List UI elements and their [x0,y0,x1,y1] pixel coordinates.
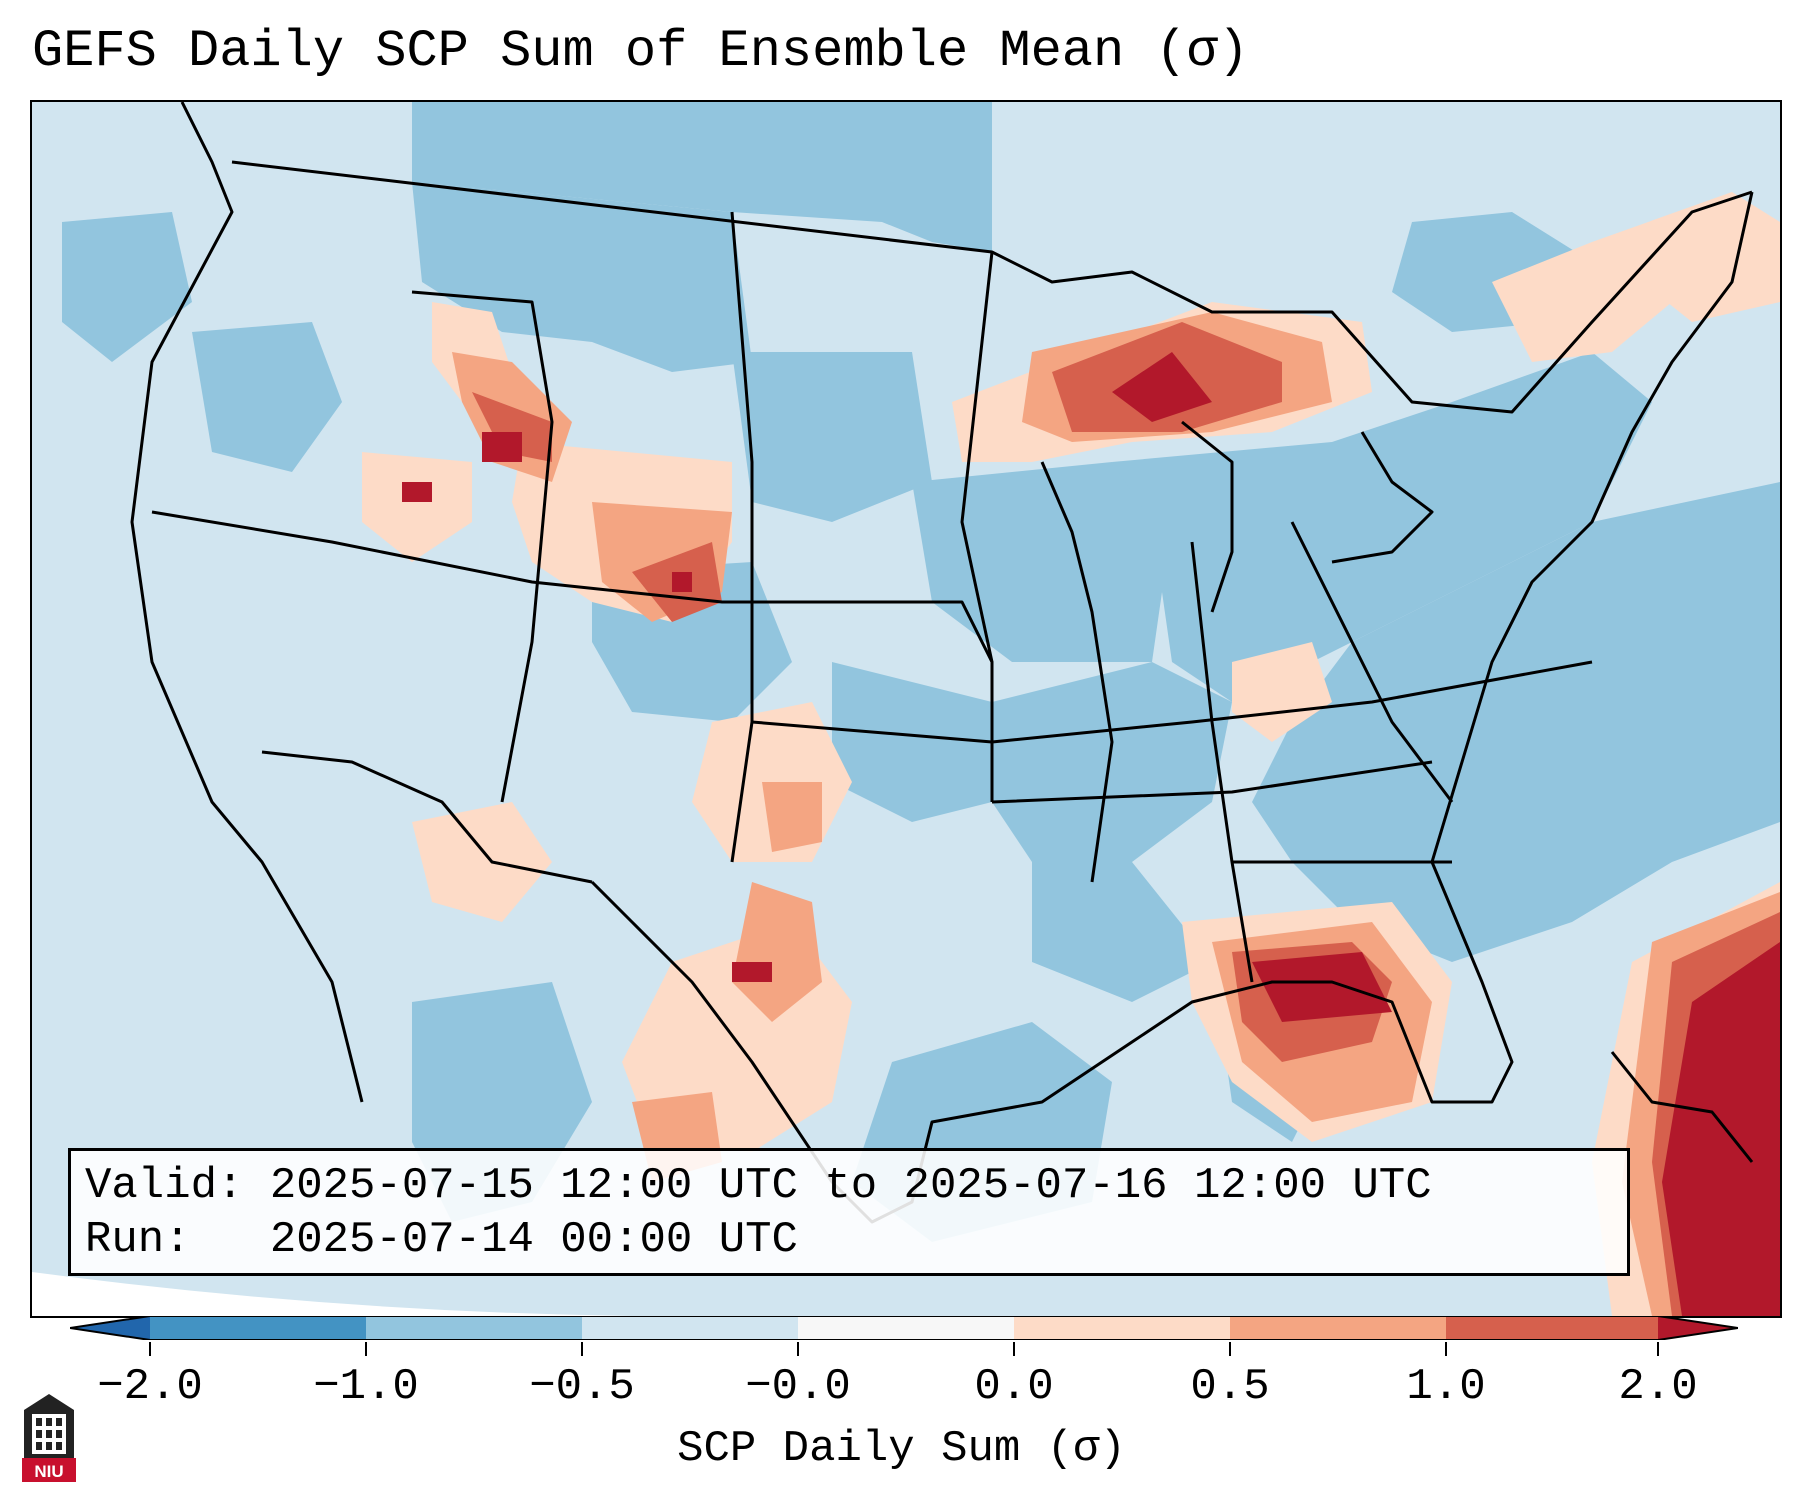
lake-michigan-shore [1181,420,1234,613]
colorbar-tick-label-4: −0.0 [745,1362,851,1412]
colorbar-tick-label-1: −2.0 [97,1362,203,1412]
state-line-8 [751,660,1593,744]
colorbar-tick-7 [1445,1342,1447,1356]
colorbar-bin-5 [1014,1316,1230,1340]
mexico-border [261,750,593,884]
colorbar-bin-7 [1446,1316,1658,1340]
niu-logo-text: NIU [34,1462,63,1481]
caribbean-islands-outline [1610,1051,1754,1163]
colorbar-bin-2 [366,1316,582,1340]
map-panel [30,100,1782,1318]
colorbar-extend-low [70,1316,150,1340]
valid-time-text: Valid: 2025-07-15 12:00 UTC to 2025-07-1… [85,1161,1432,1211]
state-line-9 [991,760,1433,804]
colorbar-label: SCP Daily Sum (σ) [677,1424,1126,1474]
state-line-3 [730,211,754,863]
northern-border [231,160,1753,414]
extreme-positive-regions [402,352,1780,1316]
colorbar-bin-6 [1230,1316,1446,1340]
colorbar-tick-2 [365,1342,367,1356]
colorbar-tick-1 [149,1342,151,1356]
colorbar-tick-label-3: −0.5 [529,1362,635,1412]
colorbar [70,1316,1738,1340]
colorbar-tick-label-2: −1.0 [313,1362,419,1412]
colorbar-tick-3 [581,1342,583,1356]
colorbar-bin-1 [150,1316,366,1340]
niu-logo-icon: NIU [22,1394,76,1482]
out-of-domain-area [32,1272,632,1316]
colorbar-tick-label-7: 1.0 [1406,1362,1486,1412]
lake-huron-erie-shore [1331,431,1434,564]
colorbar-tick-label-6: 0.5 [1190,1362,1270,1412]
map-borders [130,102,1754,1224]
colorbar-bin-4 [798,1316,1014,1340]
run-time-text: Run: 2025-07-14 00:00 UTC [85,1215,798,1265]
state-line-2 [411,290,554,803]
colorbar-tick-label-8: 2.0 [1618,1362,1698,1412]
colorbar-tick-8 [1657,1342,1659,1356]
map-title: GEFS Daily SCP Sum of Ensemble Mean (σ) [32,22,1249,81]
west-coast [130,102,364,1103]
state-line-5 [1040,461,1114,883]
colorbar-bin-3 [582,1316,798,1340]
colorbar-tick-6 [1229,1342,1231,1356]
colorbar-extend-high [1658,1316,1738,1340]
colorbar-tick-5 [1013,1342,1015,1356]
valid-time-info-box: Valid: 2025-07-15 12:00 UTC to 2025-07-1… [68,1148,1630,1276]
colorbar-tick-4 [797,1342,799,1356]
colorbar-tick-label-5: 0.0 [974,1362,1054,1412]
state-line-4 [960,251,994,663]
scp-map [32,102,1780,1316]
